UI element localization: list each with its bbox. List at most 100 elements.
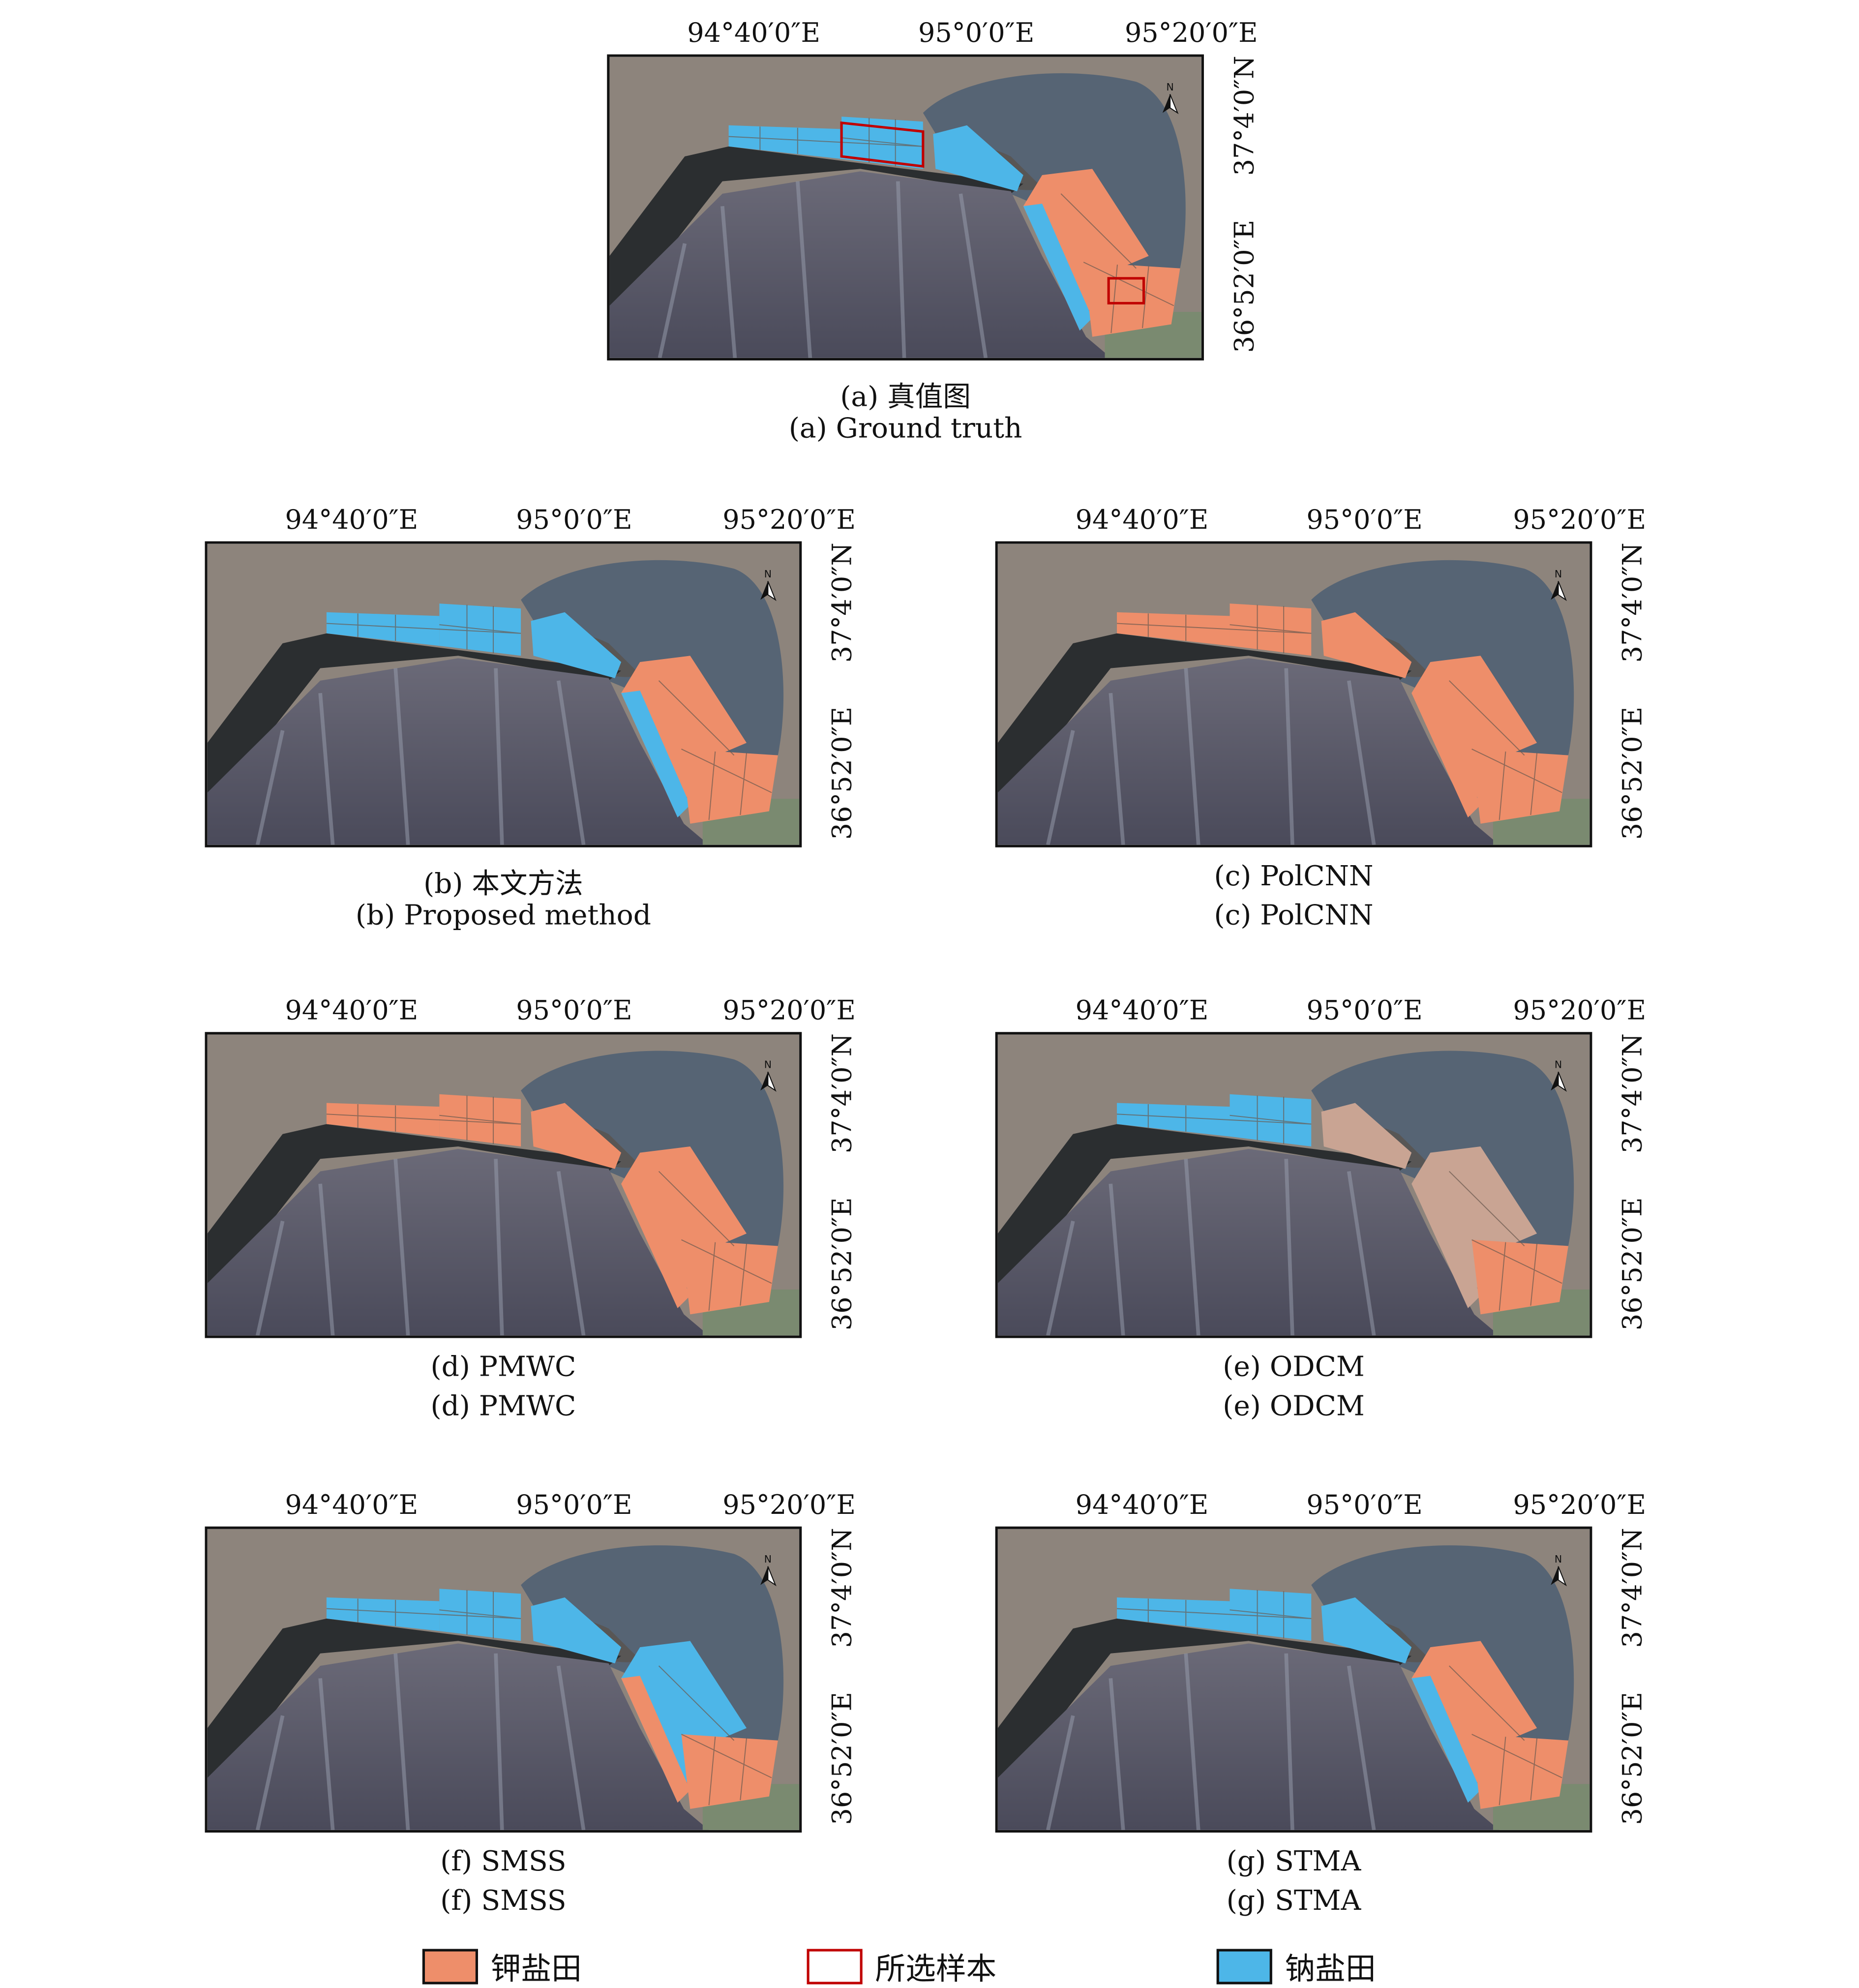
svg-text:N: N [764, 568, 772, 580]
southeast-block-fields [681, 1734, 778, 1809]
mountain-streaks [255, 1653, 586, 1830]
field-dikes [1116, 604, 1562, 820]
mountains [997, 658, 1499, 845]
dark-mudflat [207, 1124, 622, 1284]
west-strip-fields [326, 1103, 440, 1137]
southeast-belt-fields [621, 1641, 747, 1803]
longitude-label: 95°20′0″E [1513, 995, 1646, 1026]
caption-cn: (e) ODCM [1223, 1352, 1365, 1384]
mountain-streaks [1046, 1653, 1376, 1830]
north-arrow-icon: N [1551, 568, 1567, 602]
dark-mudflat [609, 146, 1023, 306]
legend-label: 钠盐田 [1285, 1951, 1376, 1987]
longitude-label: 95°0′0″E [516, 1490, 632, 1520]
dark-mudflat [997, 633, 1412, 793]
field-dikes [1116, 1590, 1562, 1806]
mountains [207, 1643, 709, 1830]
longitude-label: 94°40′0″E [285, 504, 419, 535]
classification-map: N [995, 1526, 1592, 1833]
longitude-label: 94°40′0″E [285, 1490, 419, 1520]
mountains [997, 1643, 1499, 1830]
legend-swatch [1216, 1948, 1272, 1984]
southeast-block-fields [681, 749, 778, 824]
caption-cn: (c) PolCNN [1214, 861, 1374, 893]
west-strip-fields [326, 1597, 440, 1631]
legend-item: 所选样本 [807, 1944, 997, 1988]
longitude-label: 95°0′0″E [516, 504, 632, 535]
svg-text:N: N [1166, 81, 1173, 93]
mountains [609, 171, 1111, 358]
caption-cn: (f) SMSS [440, 1846, 567, 1878]
latitude-label: 36°52′0″E [827, 1691, 858, 1825]
middle-block-fields [1229, 603, 1312, 656]
panel-a: 94°40′0″E 95°0′0″E 95°20′0″E 37°4′0″N 36°52′… [607, 18, 1315, 448]
longitude-label: 95°20′0″E [722, 504, 856, 535]
latitude-label: 37°4′0″N [827, 1033, 858, 1154]
longitude-label: 95°0′0″E [1306, 504, 1423, 535]
latitude-label: 36°52′0″E [1617, 706, 1648, 840]
middle-block-fields [439, 603, 521, 656]
legend-item: 钾盐田 [422, 1944, 582, 1988]
panel-c: 94°40′0″E 95°0′0″E 95°20′0″E 37°4′0″N 36°52′… [995, 505, 1704, 934]
latitude-label: 37°4′0″N [1617, 1033, 1648, 1154]
svg-text:N: N [764, 1059, 772, 1071]
diagonal-fields [1321, 1597, 1412, 1663]
west-strip-fields [1117, 1597, 1230, 1631]
legend-label: 所选样本 [875, 1951, 997, 1987]
longitude-label: 95°0′0″E [1306, 1490, 1423, 1520]
classification-map: N [607, 54, 1204, 361]
longitude-label: 95°20′0″E [722, 995, 856, 1026]
latitude-label: 36°52′0″E [1617, 1691, 1648, 1825]
longitude-label: 95°20′0″E [1124, 17, 1258, 48]
longitude-label: 95°20′0″E [1513, 1490, 1646, 1520]
longitude-label: 95°0′0″E [918, 17, 1035, 48]
caption-en: (c) PolCNN [1214, 900, 1374, 933]
southeast-belt-fields [1023, 169, 1149, 331]
southeast-block-fields [681, 1239, 778, 1315]
diagonal-fields [933, 125, 1023, 191]
longitude-label: 94°40′0″E [285, 995, 419, 1026]
panel-d: 94°40′0″E 95°0′0″E 95°20′0″E 37°4′0″N 36°52′… [205, 995, 913, 1425]
caption-en: (g) STMA [1226, 1885, 1361, 1918]
classification-map: N [205, 1526, 802, 1833]
longitude-label: 94°40′0″E [1075, 995, 1209, 1026]
mountains [997, 1149, 1499, 1336]
longitude-label: 95°20′0″E [722, 1490, 856, 1520]
classification-map: N [205, 1032, 802, 1338]
latitude-label: 36°52′0″E [827, 706, 858, 840]
southeast-block-fields [1471, 1239, 1568, 1315]
mountains [207, 1149, 709, 1336]
caption-cn: (a) 真值图 [840, 382, 971, 414]
latitude-label: 37°4′0″N [1617, 542, 1648, 663]
field-dikes [326, 1095, 772, 1311]
panel-f: 94°40′0″E 95°0′0″E 95°20′0″E 37°4′0″N 36°52′… [205, 1490, 913, 1920]
dark-mudflat [207, 1618, 622, 1778]
svg-text:N: N [1555, 568, 1562, 580]
diagonal-fields [531, 1597, 622, 1663]
classification-map: N [995, 541, 1592, 847]
latitude-label: 37°4′0″N [827, 1528, 858, 1648]
southeast-belt-fields [1411, 1641, 1537, 1803]
southeast-belt-fields [621, 656, 747, 818]
classification-map: N [205, 541, 802, 847]
latitude-label: 36°52′0″E [1229, 219, 1260, 353]
middle-block-fields [439, 1094, 521, 1147]
mountains [207, 658, 709, 845]
north-arrow-icon: N [1162, 81, 1179, 115]
legend-item: 钠盐田 [1216, 1944, 1376, 1988]
latitude-label: 37°4′0″N [1229, 56, 1260, 176]
dark-mudflat [997, 1618, 1412, 1778]
southeast-belt-fields [1411, 656, 1537, 818]
caption-cn: (b) 本文方法 [423, 869, 583, 901]
southeast-block-fields [1471, 749, 1568, 824]
panel-b: 94°40′0″E 95°0′0″E 95°20′0″E 37°4′0″N 36°52′… [205, 505, 913, 934]
legend-swatch [422, 1948, 478, 1984]
caption-cn: (g) STMA [1226, 1846, 1361, 1878]
longitude-label: 95°0′0″E [1306, 995, 1423, 1026]
longitude-label: 94°40′0″E [1075, 504, 1209, 535]
north-arrow-icon: N [760, 1553, 777, 1587]
dark-mudflat [997, 1124, 1412, 1284]
field-dikes [326, 1590, 772, 1806]
mountain-streaks [1046, 1159, 1376, 1336]
